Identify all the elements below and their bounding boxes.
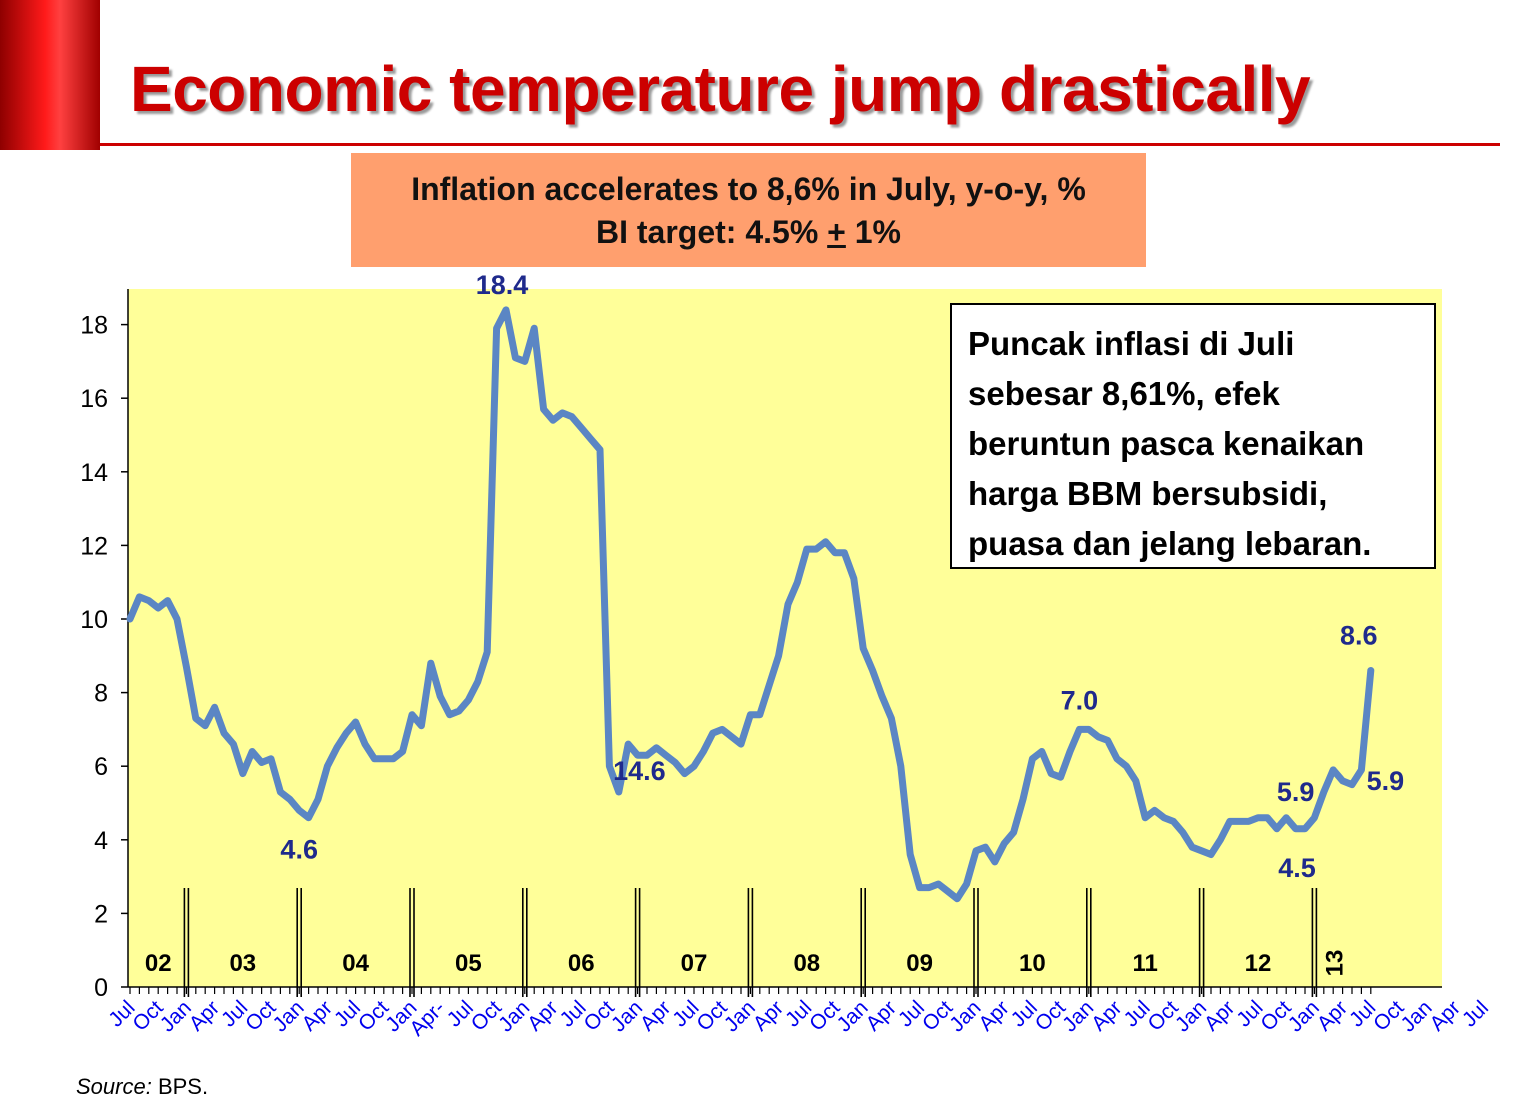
y-tick-label: 12 [80, 532, 108, 560]
x-tick-label: Jul [1458, 996, 1493, 1031]
slide-title: Economic temperature jump drastically [130, 53, 1311, 125]
data-label: 14.6 [613, 756, 666, 786]
data-label: 4.5 [1278, 853, 1316, 883]
year-label: 12 [1245, 950, 1272, 977]
data-label: 5.9 [1277, 777, 1315, 807]
y-tick-label: 0 [94, 974, 108, 1002]
y-tick-label: 16 [80, 385, 108, 413]
data-label: 8.6 [1340, 621, 1378, 651]
annotation-line: harga BBM bersubsidi, [968, 475, 1328, 512]
title-accent-bar [0, 0, 100, 150]
y-tick-label: 18 [80, 312, 108, 340]
year-label: 08 [793, 950, 820, 977]
year-label: 03 [229, 950, 256, 977]
annotation-line: puasa dan jelang lebaran. [968, 525, 1372, 562]
year-label: 02 [145, 950, 172, 977]
y-tick-label: 2 [94, 900, 108, 928]
annotation-line: beruntun pasca kenaikan [968, 425, 1365, 462]
inflation-series-line [126, 306, 1375, 903]
data-label: 4.6 [280, 834, 318, 864]
year-label: 04 [342, 950, 369, 977]
subtitle-target-suffix: 1% [845, 214, 901, 250]
subtitle-target-prefix: BI target: 4.5% [596, 214, 828, 250]
data-label: 7.0 [1061, 685, 1099, 715]
subtitle-line-2: BI target: 4.5% + 1% [351, 211, 1146, 254]
y-tick-label: 8 [94, 680, 108, 708]
year-label: 11 [1133, 950, 1158, 977]
x-tick-label: Apr- [405, 996, 449, 1040]
y-tick-label: 10 [80, 606, 108, 634]
annotation-line: sebesar 8,61%, efek [968, 375, 1280, 412]
year-label: 10 [1019, 950, 1046, 977]
subtitle-box: Inflation accelerates to 8,6% in July, y… [351, 153, 1146, 267]
source-value: BPS. [151, 1074, 209, 1099]
year-label: 13 [1322, 950, 1349, 977]
subtitle-plus-minus: + [827, 214, 846, 250]
year-label: 09 [906, 950, 933, 977]
annotation-line: Puncak inflasi di Juli [968, 325, 1295, 362]
data-label: 18.4 [476, 270, 529, 300]
data-label: 5.9 [1367, 766, 1405, 796]
y-tick-label: 14 [80, 459, 108, 487]
source-note: Source: BPS. [76, 1074, 208, 1100]
subtitle-line-1: Inflation accelerates to 8,6% in July, y… [411, 171, 1086, 207]
title-rule [100, 143, 1500, 146]
year-label: 07 [681, 950, 708, 977]
year-label: 05 [455, 950, 482, 977]
year-label: 06 [568, 950, 595, 977]
y-tick-label: 4 [94, 827, 108, 855]
source-label: Source: [76, 1074, 152, 1099]
y-tick-label: 6 [94, 753, 108, 781]
annotation-box: Puncak inflasi di Juli sebesar 8,61%, ef… [950, 303, 1436, 569]
